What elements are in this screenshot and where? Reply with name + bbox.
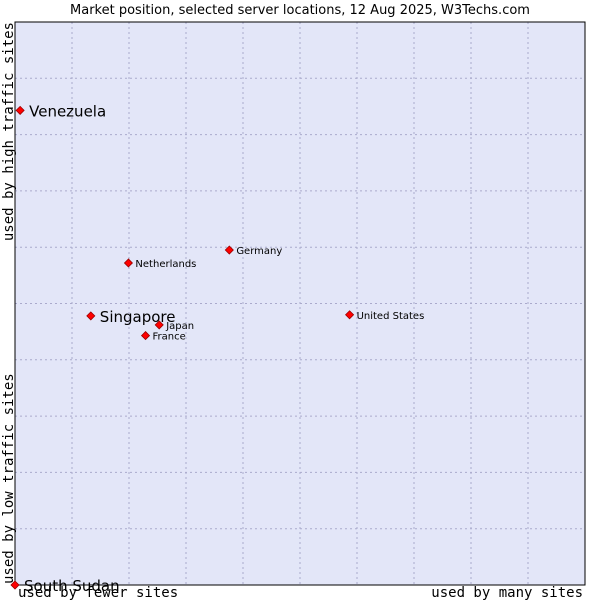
y-axis-high-label: used by high traffic sites (1, 22, 17, 241)
point-label-south-sudan: South Sudan (24, 577, 120, 595)
plot-border (14, 21, 586, 586)
point-marker-south-sudan (10, 580, 20, 590)
point-label-venezuela: Venezuela (29, 102, 106, 120)
point-marker-netherlands (123, 258, 133, 268)
point-label-germany: Germany (236, 246, 282, 257)
point-label-singapore: Singapore (100, 308, 176, 326)
data-points: Venezuela Germany Netherlands Singapore Unit… (10, 102, 425, 595)
x-axis-high-label: used by many sites (431, 585, 583, 600)
point-united-states: United States (345, 310, 425, 322)
point-marker-germany (224, 245, 234, 255)
point-netherlands: Netherlands (123, 258, 196, 270)
x-axis-low-label: used by fewer sites (18, 585, 178, 600)
point-japan: Japan (154, 320, 194, 332)
point-marker-france (140, 331, 151, 341)
point-france: France (140, 331, 186, 343)
y-axis-low-label: used by low traffic sites (1, 373, 17, 584)
point-marker-united-states (345, 310, 355, 320)
point-south-sudan: South Sudan (10, 577, 120, 595)
point-singapore: Singapore (86, 308, 176, 326)
point-venezuela: Venezuela (15, 102, 106, 120)
point-label-france: France (153, 332, 186, 343)
point-label-united-states: United States (357, 311, 425, 322)
grid-lines (15, 22, 585, 585)
point-label-netherlands: Netherlands (135, 259, 196, 270)
chart-title: Market position, selected server locatio… (70, 3, 530, 18)
point-marker-japan (154, 320, 164, 330)
point-germany: Germany (224, 245, 282, 257)
point-marker-singapore (86, 311, 96, 321)
point-marker-venezuela (15, 105, 25, 115)
point-label-japan: Japan (165, 321, 194, 332)
